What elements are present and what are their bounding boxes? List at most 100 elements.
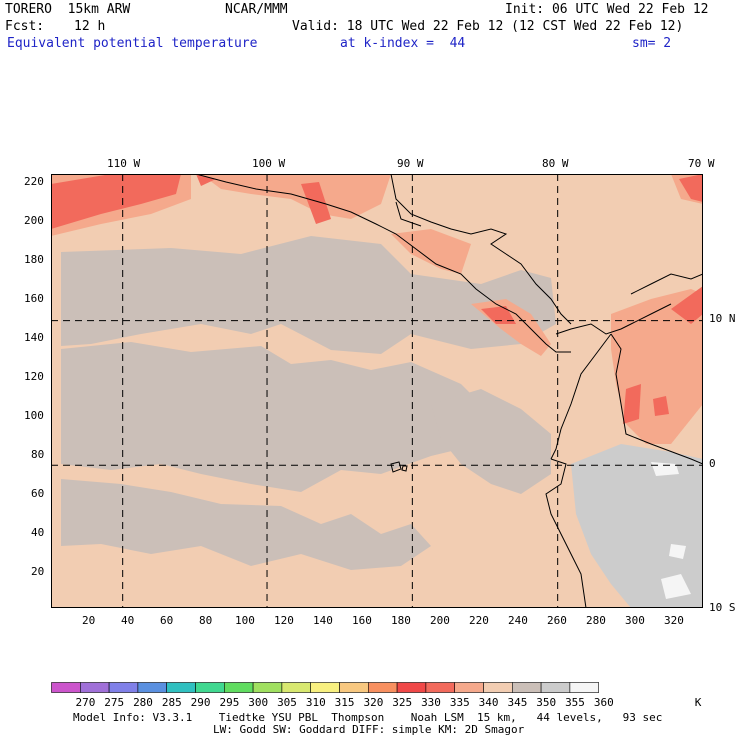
hot-region-mexico-2 <box>196 174 216 186</box>
x-tick-label: 100 <box>235 614 255 627</box>
color-bar-swatch <box>166 682 196 693</box>
model-title: TORERO 15km ARW <box>5 2 131 17</box>
color-bar-label: 270 <box>75 696 95 709</box>
color-bar-label: 355 <box>565 696 585 709</box>
color-bar-swatch <box>224 682 254 693</box>
color-bar-label: 285 <box>162 696 182 709</box>
coastlines <box>195 174 703 608</box>
x-tick-label: 320 <box>664 614 684 627</box>
hot-region-colombia-2 <box>623 384 641 424</box>
color-bar-swatch <box>454 682 484 693</box>
x-tick-label: 160 <box>352 614 372 627</box>
color-bar-label: 315 <box>335 696 355 709</box>
lon-label-70w: 70 W <box>688 157 715 170</box>
map-frame <box>51 174 703 608</box>
x-tick-label: 80 <box>199 614 213 627</box>
color-bar-label: 350 <box>536 696 556 709</box>
forecast-label: Fcst: <box>5 19 45 34</box>
warm-region-guatemala <box>391 229 471 274</box>
y-tick-label: 180 <box>24 253 44 266</box>
y-tick-label: 20 <box>31 565 45 578</box>
color-bar-swatch <box>108 682 139 693</box>
x-tick-label: 180 <box>391 614 411 627</box>
init-time: Init: 06 UTC Wed 22 Feb 12 <box>505 2 709 17</box>
x-tick-label: 300 <box>625 614 645 627</box>
cold-land-regions <box>571 444 703 608</box>
coastline-colombia-pacific <box>550 333 612 460</box>
cool-region-south <box>61 479 431 570</box>
y-tick-label: 100 <box>24 409 44 422</box>
hot-region-colombia-3 <box>653 396 669 416</box>
x-tick-label: 120 <box>274 614 294 627</box>
field-name: Equivalent potential temperature <box>7 36 258 51</box>
color-bar-swatch <box>51 682 81 693</box>
y-tick-label: 220 <box>24 175 44 188</box>
smoothing-label: sm= 2 <box>632 36 672 51</box>
coastline-central-america <box>195 174 571 353</box>
cool-field-regions <box>61 236 556 570</box>
coastline-ecuador-peru <box>545 458 587 608</box>
model-info-line: Model Info: V3.3.1 Tiedtke YSU PBL Thomp… <box>73 711 663 724</box>
color-bar-swatch <box>137 682 168 693</box>
y-tick-label: 40 <box>31 526 45 539</box>
color-bar-swatch <box>252 682 283 693</box>
white-region-2 <box>669 544 686 559</box>
lat-label-eq: 0 <box>709 457 716 470</box>
color-bar-swatch <box>79 682 110 693</box>
lon-label-110w: 110 W <box>107 157 141 170</box>
lon-label-100w: 100 W <box>252 157 286 170</box>
color-bar-label: 345 <box>507 696 527 709</box>
color-bar-swatch <box>511 682 542 693</box>
color-bar-label: 360 <box>594 696 614 709</box>
color-bar-label: 295 <box>219 696 239 709</box>
hot-field-regions <box>51 174 703 424</box>
y-tick-label: 160 <box>24 292 44 305</box>
galapagos <box>390 461 408 473</box>
valid-time: Valid: 18 UTC Wed 22 Feb 12 (12 CST Wed … <box>292 19 684 34</box>
hot-region-mexico-1 <box>301 182 331 224</box>
x-tick-label: 20 <box>82 614 96 627</box>
color-bar-swatch <box>339 682 369 693</box>
color-bar-label: 290 <box>191 696 211 709</box>
y-tick-label: 140 <box>24 331 44 344</box>
color-bar-label: 310 <box>306 696 326 709</box>
color-bar-swatch <box>483 682 513 693</box>
lat-label-10n: 10 N <box>709 312 736 325</box>
color-bar-label: 325 <box>392 696 412 709</box>
color-bar-swatch <box>425 682 455 693</box>
cool-region-central <box>61 342 491 492</box>
coastline-colombia-east <box>610 333 703 465</box>
hot-region-caribbean <box>679 174 703 202</box>
y-tick-label: 60 <box>31 487 45 500</box>
color-bar-label: 330 <box>421 696 441 709</box>
organization-label: NCAR/MMM <box>225 2 288 17</box>
color-bar-swatch <box>195 682 225 693</box>
color-bar-unit: K <box>695 696 702 709</box>
color-bar-label: 275 <box>104 696 124 709</box>
y-tick-label: 120 <box>24 370 44 383</box>
coastline-panama <box>555 303 672 335</box>
color-bar-swatch <box>540 682 571 693</box>
lat-label-10s: 10 S <box>709 601 736 614</box>
color-bar-label: 340 <box>479 696 499 709</box>
color-bar-swatch <box>396 682 427 693</box>
x-tick-label: 260 <box>547 614 567 627</box>
forecast-hour: 12 h <box>74 19 106 34</box>
x-tick-label: 200 <box>430 614 450 627</box>
hot-region-colombia-1 <box>671 286 703 324</box>
cool-region-north <box>61 236 556 354</box>
color-bar-label: 300 <box>248 696 268 709</box>
x-tick-label: 40 <box>121 614 135 627</box>
color-bar-boxes <box>51 682 600 693</box>
physics-info-line: LW: Godd SW: Goddard DIFF: simple KM: 2D… <box>213 723 525 736</box>
color-bar-swatch <box>367 682 398 693</box>
color-bar-label: 335 <box>450 696 470 709</box>
color-bar-label: 305 <box>277 696 297 709</box>
color-bar-swatch <box>310 682 340 693</box>
x-tick-label: 240 <box>508 614 528 627</box>
x-tick-label: 140 <box>313 614 333 627</box>
color-bar-swatch <box>281 682 311 693</box>
coastline-caribbean-colombia <box>630 273 703 295</box>
border-guatemala-mexico <box>395 201 422 227</box>
lat-lon-grid <box>51 174 703 608</box>
